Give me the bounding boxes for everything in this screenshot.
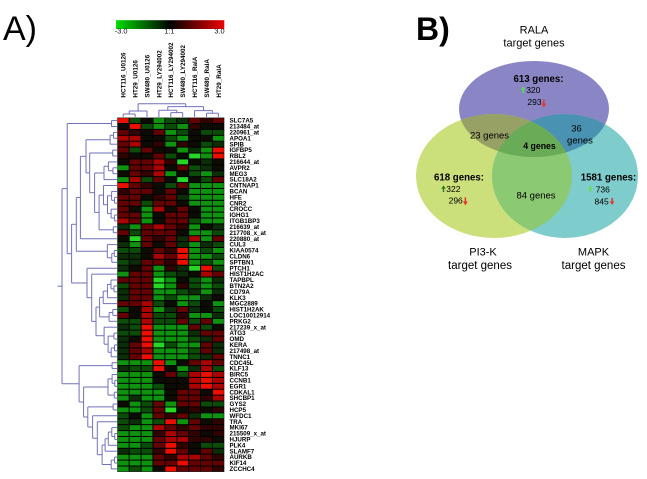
svg-text:IGHG1: IGHG1 — [230, 212, 250, 219]
svg-text:target genes: target genes — [503, 38, 565, 50]
svg-text:-3.0: -3.0 — [115, 26, 128, 35]
svg-text:HJURP: HJURP — [230, 437, 251, 444]
svg-text:BIRC5: BIRC5 — [230, 372, 249, 379]
svg-text:ITGB1BP3: ITGB1BP3 — [230, 218, 261, 225]
svg-text:PI3-K: PI3-K — [469, 247, 497, 259]
svg-text:MEG3: MEG3 — [230, 171, 248, 178]
svg-text:CCNB1: CCNB1 — [230, 378, 252, 385]
svg-text:MAPK: MAPK — [578, 247, 610, 259]
svg-text:SPTBN1: SPTBN1 — [230, 259, 255, 266]
svg-text:HCT116_LY294002: HCT116_LY294002 — [168, 42, 175, 98]
svg-text:HT29_RalA: HT29_RalA — [216, 64, 223, 98]
svg-text:B): B) — [416, 11, 450, 47]
svg-text:CROCC: CROCC — [230, 206, 253, 213]
svg-text:MGC2889: MGC2889 — [230, 301, 259, 308]
svg-text:CDC45L: CDC45L — [230, 360, 254, 367]
svg-text:613 genes:: 613 genes: — [513, 74, 563, 85]
svg-text:CNR2: CNR2 — [230, 200, 247, 207]
svg-text:RBL2: RBL2 — [230, 153, 247, 160]
svg-text:GYS2: GYS2 — [230, 401, 247, 408]
svg-text:4 genes: 4 genes — [523, 141, 556, 151]
svg-text:SW480_LY294002: SW480_LY294002 — [180, 44, 187, 97]
svg-text:MKI67: MKI67 — [230, 425, 249, 432]
svg-text:CLDN6: CLDN6 — [230, 254, 251, 261]
svg-text:217708_x_at: 217708_x_at — [230, 230, 266, 237]
svg-text:736: 736 — [596, 184, 610, 194]
svg-text:CNTNAP1: CNTNAP1 — [230, 183, 260, 190]
svg-text:KIF14: KIF14 — [230, 460, 247, 467]
svg-text:LOC10012914: LOC10012914 — [230, 313, 271, 320]
svg-text:CDKAL1: CDKAL1 — [230, 389, 256, 396]
svg-text:HCP5: HCP5 — [230, 407, 247, 414]
svg-text:PLK4: PLK4 — [230, 442, 246, 449]
svg-text:618 genes:: 618 genes: — [434, 173, 484, 184]
svg-text:CD79A: CD79A — [230, 289, 251, 296]
svg-text:220880_at: 220880_at — [230, 236, 260, 243]
svg-text:SHCBP1: SHCBP1 — [230, 395, 256, 402]
svg-text:HIST1H2AC: HIST1H2AC — [230, 271, 265, 278]
svg-text:target genes: target genes — [562, 260, 626, 272]
svg-text:genes: genes — [567, 136, 593, 147]
svg-text:AVPR2: AVPR2 — [230, 165, 251, 172]
svg-text:HCT116_RalA: HCT116_RalA — [192, 56, 199, 97]
svg-text:SLC18A2: SLC18A2 — [230, 177, 258, 184]
svg-text:1:1: 1:1 — [164, 26, 174, 35]
svg-text:KLF13: KLF13 — [230, 366, 249, 373]
svg-text:AURKB: AURKB — [230, 454, 253, 461]
svg-text:KERA: KERA — [230, 342, 248, 349]
svg-text:84 genes: 84 genes — [516, 191, 555, 202]
svg-text:ZCCHC4: ZCCHC4 — [230, 466, 256, 473]
svg-text:PRKG2: PRKG2 — [230, 318, 252, 325]
svg-text:SLAMF7: SLAMF7 — [230, 448, 255, 455]
svg-text:1581 genes:: 1581 genes: — [581, 173, 636, 184]
svg-text:217498_at: 217498_at — [230, 348, 260, 355]
svg-text:213484_at: 213484_at — [230, 124, 260, 131]
svg-text:320: 320 — [526, 85, 540, 95]
svg-text:BCAN: BCAN — [230, 189, 248, 196]
svg-text:BTN2A2: BTN2A2 — [230, 283, 255, 290]
svg-text:217239_x_at: 217239_x_at — [230, 324, 266, 331]
svg-text:TAPBPL: TAPBPL — [230, 277, 255, 284]
svg-text:ATG3: ATG3 — [230, 330, 247, 337]
svg-text:TRA: TRA — [230, 419, 243, 426]
svg-text:IGFBP5: IGFBP5 — [230, 147, 253, 154]
svg-text:216639_at: 216639_at — [230, 224, 260, 231]
svg-text:322: 322 — [446, 184, 460, 194]
svg-text:SW480_U0126: SW480_U0126 — [144, 54, 151, 97]
svg-text:EGR1: EGR1 — [230, 383, 247, 390]
svg-text:A): A) — [3, 10, 37, 48]
svg-text:HFE: HFE — [230, 194, 242, 201]
svg-text:RALA: RALA — [520, 25, 549, 37]
svg-text:220961_at: 220961_at — [230, 130, 260, 137]
svg-text:SPIB: SPIB — [230, 141, 245, 148]
svg-text:296: 296 — [449, 196, 463, 206]
svg-text:HCT116_U0126: HCT116_U0126 — [121, 52, 128, 98]
svg-text:OMD: OMD — [230, 336, 245, 343]
svg-text:215509_x_at: 215509_x_at — [230, 431, 266, 438]
svg-text:HT29_U0126: HT29_U0126 — [133, 60, 140, 98]
svg-text:SLC7A5: SLC7A5 — [230, 118, 254, 125]
svg-text:36: 36 — [571, 124, 582, 135]
svg-text:216644_at: 216644_at — [230, 159, 260, 166]
svg-text:HT29_LY294002: HT29_LY294002 — [156, 50, 163, 98]
svg-text:293: 293 — [527, 97, 541, 107]
svg-text:KIAA0574: KIAA0574 — [230, 248, 259, 255]
svg-text:3.0: 3.0 — [214, 26, 224, 35]
svg-text:WFDC1: WFDC1 — [230, 413, 253, 420]
svg-text:CUL3: CUL3 — [230, 242, 247, 249]
svg-text:23 genes: 23 genes — [470, 131, 509, 142]
svg-text:target genes: target genes — [448, 260, 512, 272]
svg-text:KLK3: KLK3 — [230, 295, 247, 302]
svg-text:SW480_RalA: SW480_RalA — [204, 59, 211, 98]
svg-text:APOA1: APOA1 — [230, 135, 252, 142]
svg-text:TNNC1: TNNC1 — [230, 354, 251, 361]
svg-text:845: 845 — [595, 197, 609, 207]
svg-text:HIST1H2AK: HIST1H2AK — [230, 307, 265, 314]
svg-text:PTCH1: PTCH1 — [230, 265, 251, 272]
